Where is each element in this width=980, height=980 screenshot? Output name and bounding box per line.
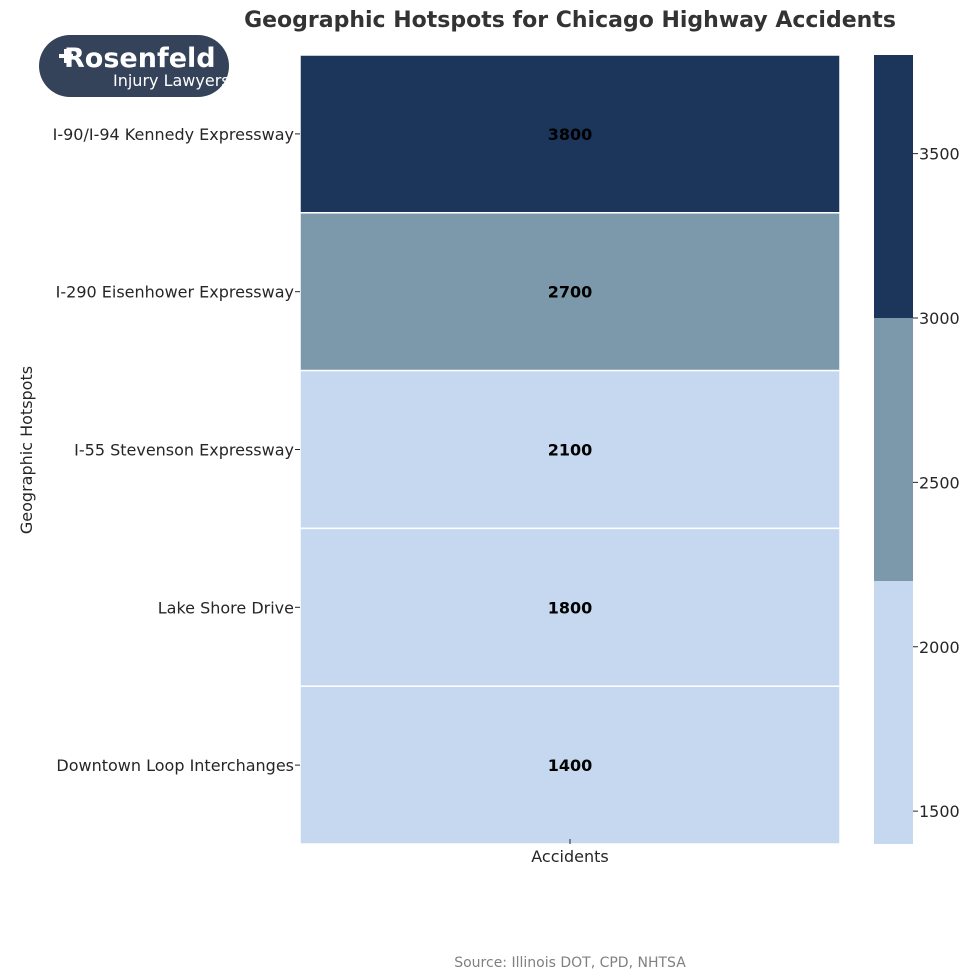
chart-title: Geographic Hotspots for Chicago Highway …: [244, 8, 896, 33]
y-axis: I-90/I-94 Kennedy Expressway I-290 Eisenh…: [53, 125, 300, 775]
cell-value-label: 3800: [548, 125, 593, 144]
y-tick-label: I-90/I-94 Kennedy Expressway: [53, 125, 294, 144]
logo-tagline: Injury Lawyers: [113, 71, 230, 90]
colorbar-tick-label: 2000: [919, 638, 960, 657]
colorbar-tick-label: 2500: [919, 473, 960, 492]
colorbar-tick-label: 1500: [919, 802, 960, 821]
cell-value-label: 1800: [548, 598, 593, 617]
cell-value-label: 2700: [548, 283, 593, 302]
y-axis-label: Geographic Hotspots: [17, 366, 36, 534]
y-tick-label: I-290 Eisenhower Expressway: [56, 283, 294, 302]
heatmap-cell: [299, 369, 841, 530]
colorbar-segment: [874, 581, 913, 844]
colorbar-tick-label: 3000: [919, 309, 960, 328]
logo-name: Rosenfeld: [64, 43, 216, 74]
heatmap-cell: [299, 527, 841, 687]
x-tick-label: Accidents: [531, 847, 608, 866]
source-note: Source: Illinois DOT, CPD, NHTSA: [454, 955, 686, 971]
cross-icon: [59, 49, 73, 63]
colorbar: 1500 2000 2500 3000 3500: [874, 55, 960, 844]
y-tick-label: Downtown Loop Interchanges: [56, 756, 294, 775]
heatmap-cell: [299, 212, 841, 372]
heatmap-cells: 3800 2700 2100 1800 1400: [299, 54, 841, 845]
y-tick-label: I-55 Stevenson Expressway: [74, 441, 294, 460]
logo-badge: [39, 35, 229, 97]
cell-value-label: 2100: [548, 441, 593, 460]
colorbar-tick-label: 3500: [919, 145, 960, 164]
logo: Rosenfeld Injury Lawyers: [39, 35, 230, 97]
colorbar-segment: [874, 55, 913, 318]
y-tick-label: Lake Shore Drive: [158, 598, 294, 617]
colorbar-segment: [874, 318, 913, 581]
heatmap-cell: [299, 54, 841, 214]
cell-value-label: 1400: [548, 756, 593, 775]
